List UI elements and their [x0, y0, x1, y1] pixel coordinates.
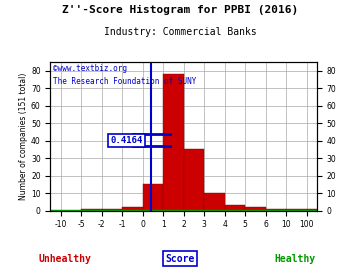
Bar	[245, 207, 266, 211]
Bar	[143, 184, 163, 211]
Bar	[204, 193, 225, 211]
Bar	[225, 205, 245, 211]
Y-axis label: Number of companies (151 total): Number of companies (151 total)	[19, 73, 28, 200]
Bar	[307, 209, 327, 211]
Bar	[163, 74, 184, 211]
Text: ©www.textbiz.org: ©www.textbiz.org	[53, 64, 127, 73]
Text: Healthy: Healthy	[275, 254, 316, 264]
Bar	[286, 209, 307, 211]
Text: Industry: Commercial Banks: Industry: Commercial Banks	[104, 27, 256, 37]
Bar	[81, 209, 102, 211]
Bar	[122, 207, 143, 211]
Text: The Research Foundation of SUNY: The Research Foundation of SUNY	[53, 77, 197, 86]
Bar	[266, 209, 286, 211]
Text: 0.4164: 0.4164	[111, 136, 143, 145]
Text: Z''-Score Histogram for PPBI (2016): Z''-Score Histogram for PPBI (2016)	[62, 5, 298, 15]
Text: Unhealthy: Unhealthy	[39, 254, 91, 264]
Text: Score: Score	[165, 254, 195, 264]
Bar	[102, 209, 122, 211]
Bar	[184, 150, 204, 211]
